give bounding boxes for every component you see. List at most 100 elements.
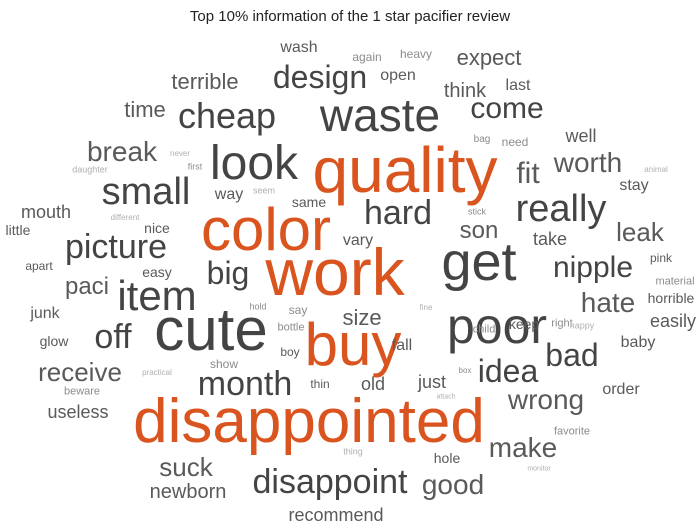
word-terrible: terrible — [171, 69, 239, 94]
word-way: way — [214, 186, 244, 203]
word-small: small — [101, 171, 191, 213]
word-bag: bag — [473, 134, 491, 145]
word-big: big — [206, 255, 250, 291]
word-fall: fall — [391, 337, 413, 354]
word-wrong: wrong — [507, 384, 585, 415]
word-suck: suck — [159, 452, 213, 482]
word-order: order — [602, 381, 640, 398]
word-daughter: daughter — [72, 164, 108, 175]
word-recommend: recommend — [288, 505, 384, 525]
word-nipple: nipple — [552, 251, 634, 284]
word-come: come — [470, 92, 544, 125]
word-waste: waste — [319, 89, 441, 141]
word-attach: attach — [436, 393, 456, 401]
word-really: really — [515, 188, 607, 230]
word-worth: worth — [553, 147, 623, 178]
word-just: just — [417, 372, 447, 392]
word-need: need — [501, 135, 529, 149]
word-leak: leak — [616, 217, 664, 247]
word-different: different — [110, 213, 140, 222]
word-expect: expect — [456, 45, 522, 70]
word-little: little — [5, 222, 31, 238]
word-paci: paci — [64, 273, 110, 300]
word-fine: fine — [419, 303, 433, 312]
word-off: off — [94, 318, 132, 356]
word-easily: easily — [649, 311, 697, 331]
word-receive: receive — [38, 357, 122, 387]
word-vary: vary — [342, 232, 374, 249]
word-get: get — [441, 232, 517, 292]
word-again: again — [352, 50, 382, 64]
word-think: think — [443, 80, 487, 102]
word-hate: hate — [580, 287, 636, 318]
word-easy: easy — [142, 264, 172, 280]
word-bad: bad — [545, 337, 599, 373]
word-useless: useless — [47, 402, 109, 422]
word-poor: poor — [446, 298, 548, 354]
word-buy: buy — [304, 311, 402, 378]
word-baby: baby — [620, 334, 656, 351]
word-color: color — [200, 196, 332, 263]
word-item: item — [117, 272, 197, 319]
word-make: make — [488, 432, 558, 463]
word-stay: stay — [619, 177, 649, 194]
word-same: same — [291, 194, 327, 210]
word-well: well — [565, 126, 597, 146]
word-junk: junk — [30, 305, 60, 322]
word-time: time — [124, 97, 166, 122]
word-fit: fit — [516, 157, 540, 190]
word-boy: boy — [280, 345, 300, 359]
word-break: break — [86, 136, 158, 167]
word-never: never — [169, 149, 191, 158]
word-size: size — [342, 305, 382, 330]
word-thin: thin — [310, 377, 330, 391]
word-animal: animal — [644, 165, 668, 174]
word-seem: seem — [252, 185, 276, 196]
word-show: show — [209, 357, 239, 371]
word-hard: hard — [363, 194, 433, 232]
word-favorite: favorite — [553, 425, 591, 438]
word-horrible: horrible — [647, 290, 695, 306]
word-practical: practical — [142, 368, 172, 377]
word-disappointed: disappointed — [133, 387, 485, 456]
word-material: material — [655, 275, 695, 288]
word-hole: hole — [433, 450, 461, 466]
word-right: right — [551, 317, 573, 330]
word-stick: stick — [468, 206, 486, 217]
word-thing: thing — [343, 446, 363, 457]
word-good: good — [421, 469, 485, 500]
word-quality: quality — [312, 134, 498, 206]
word-child: child — [472, 323, 496, 336]
word-design: design — [272, 59, 368, 95]
word-keep: keep — [508, 316, 540, 332]
word-pink: pink — [649, 251, 673, 265]
word-box: box — [458, 366, 472, 375]
word-first: first — [187, 161, 203, 172]
word-cheap: cheap — [177, 95, 277, 136]
word-heavy: heavy — [399, 47, 433, 61]
word-month: month — [197, 365, 293, 403]
word-happy: happy — [569, 320, 595, 331]
word-son: son — [459, 217, 499, 244]
word-cute: cute — [154, 296, 268, 363]
word-hold: hold — [249, 301, 267, 312]
word-idea: idea — [477, 353, 539, 389]
word-mouth: mouth — [20, 202, 72, 222]
word-beware: beware — [63, 385, 101, 398]
word-wash: wash — [280, 39, 318, 56]
chart-title: Top 10% information of the 1 star pacifi… — [189, 8, 511, 25]
word-newborn: newborn — [149, 481, 227, 503]
word-disappoint: disappoint — [252, 463, 408, 501]
word-monitor: monitor — [527, 465, 551, 473]
word-bottle: bottle — [277, 321, 305, 334]
word-last: last — [505, 77, 531, 94]
word-open: open — [380, 67, 416, 84]
word-old: old — [360, 374, 386, 394]
word-look: look — [209, 137, 299, 190]
word-picture: picture — [64, 228, 168, 266]
word-say: say — [288, 303, 308, 317]
word-apart: apart — [25, 259, 53, 273]
word-work: work — [265, 235, 405, 309]
word-nice: nice — [144, 220, 170, 236]
